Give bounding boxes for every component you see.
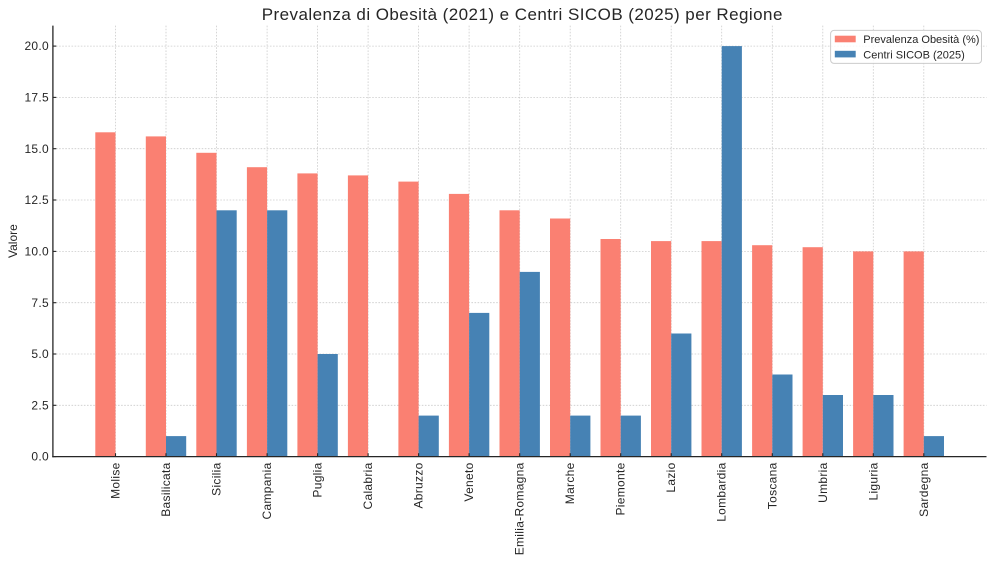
svg-text:Campania: Campania — [260, 462, 274, 519]
svg-text:Prevalenza Obesità (%): Prevalenza Obesità (%) — [863, 34, 979, 46]
svg-text:Puglia: Puglia — [311, 462, 325, 497]
svg-text:Marche: Marche — [563, 462, 577, 504]
svg-text:0.0: 0.0 — [31, 450, 49, 464]
svg-text:Valore: Valore — [6, 224, 20, 258]
svg-text:Lombardia: Lombardia — [715, 462, 729, 521]
svg-text:Basilicata: Basilicata — [159, 462, 173, 516]
svg-text:20.0: 20.0 — [24, 39, 49, 53]
svg-text:Molise: Molise — [109, 462, 123, 499]
svg-text:Emilia-Romagna: Emilia-Romagna — [513, 462, 527, 555]
svg-text:Prevalenza di Obesità (2021) e: Prevalenza di Obesità (2021) e Centri SI… — [262, 5, 783, 24]
svg-text:7.5: 7.5 — [31, 296, 49, 310]
svg-text:17.5: 17.5 — [24, 91, 49, 105]
svg-text:15.0: 15.0 — [24, 142, 49, 156]
svg-text:Veneto: Veneto — [462, 462, 476, 501]
svg-text:10.0: 10.0 — [24, 245, 49, 259]
svg-text:Centri SICOB (2025): Centri SICOB (2025) — [863, 49, 964, 61]
svg-text:Umbria: Umbria — [816, 462, 830, 502]
svg-text:12.5: 12.5 — [24, 193, 49, 207]
svg-text:Calabria: Calabria — [361, 462, 375, 509]
svg-text:Liguria: Liguria — [866, 462, 880, 500]
svg-text:Lazio: Lazio — [664, 462, 678, 492]
svg-text:Abruzzo: Abruzzo — [412, 462, 426, 508]
svg-text:Sardegna: Sardegna — [917, 462, 931, 516]
svg-text:Piemonte: Piemonte — [614, 462, 628, 515]
svg-text:Toscana: Toscana — [765, 462, 779, 509]
svg-text:Sicilia: Sicilia — [210, 462, 224, 495]
svg-text:2.5: 2.5 — [31, 398, 49, 412]
svg-text:5.0: 5.0 — [31, 347, 49, 361]
